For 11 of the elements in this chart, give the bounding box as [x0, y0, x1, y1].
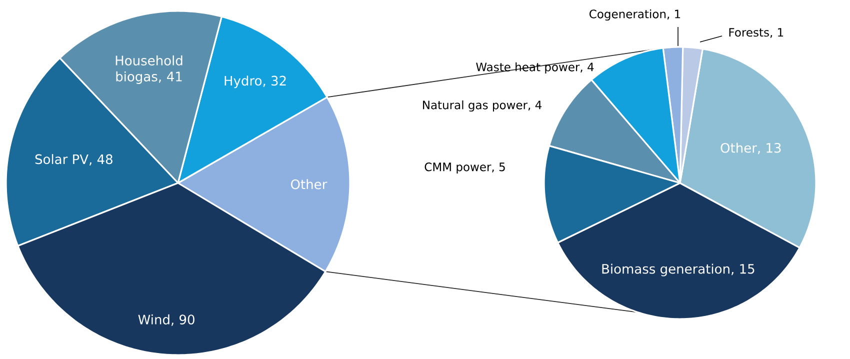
- slice-label: Forests, 1: [729, 28, 784, 38]
- slice-label: Household biogas, 41: [116, 55, 182, 84]
- slice-label: Hydro, 32: [224, 76, 286, 88]
- slice-label: CMM power, 5: [424, 162, 505, 174]
- slice-label: Solar PV, 48: [35, 154, 112, 166]
- slice-label: Other: [290, 179, 328, 190]
- slice-label: Other, 13: [720, 142, 781, 154]
- slice-label: Natural gas power, 4: [423, 100, 542, 112]
- slice-label: Biomass generation, 15: [602, 264, 754, 276]
- slice-label: Wind, 90: [138, 314, 194, 326]
- slice-label: Cogeneration, 1: [590, 9, 680, 21]
